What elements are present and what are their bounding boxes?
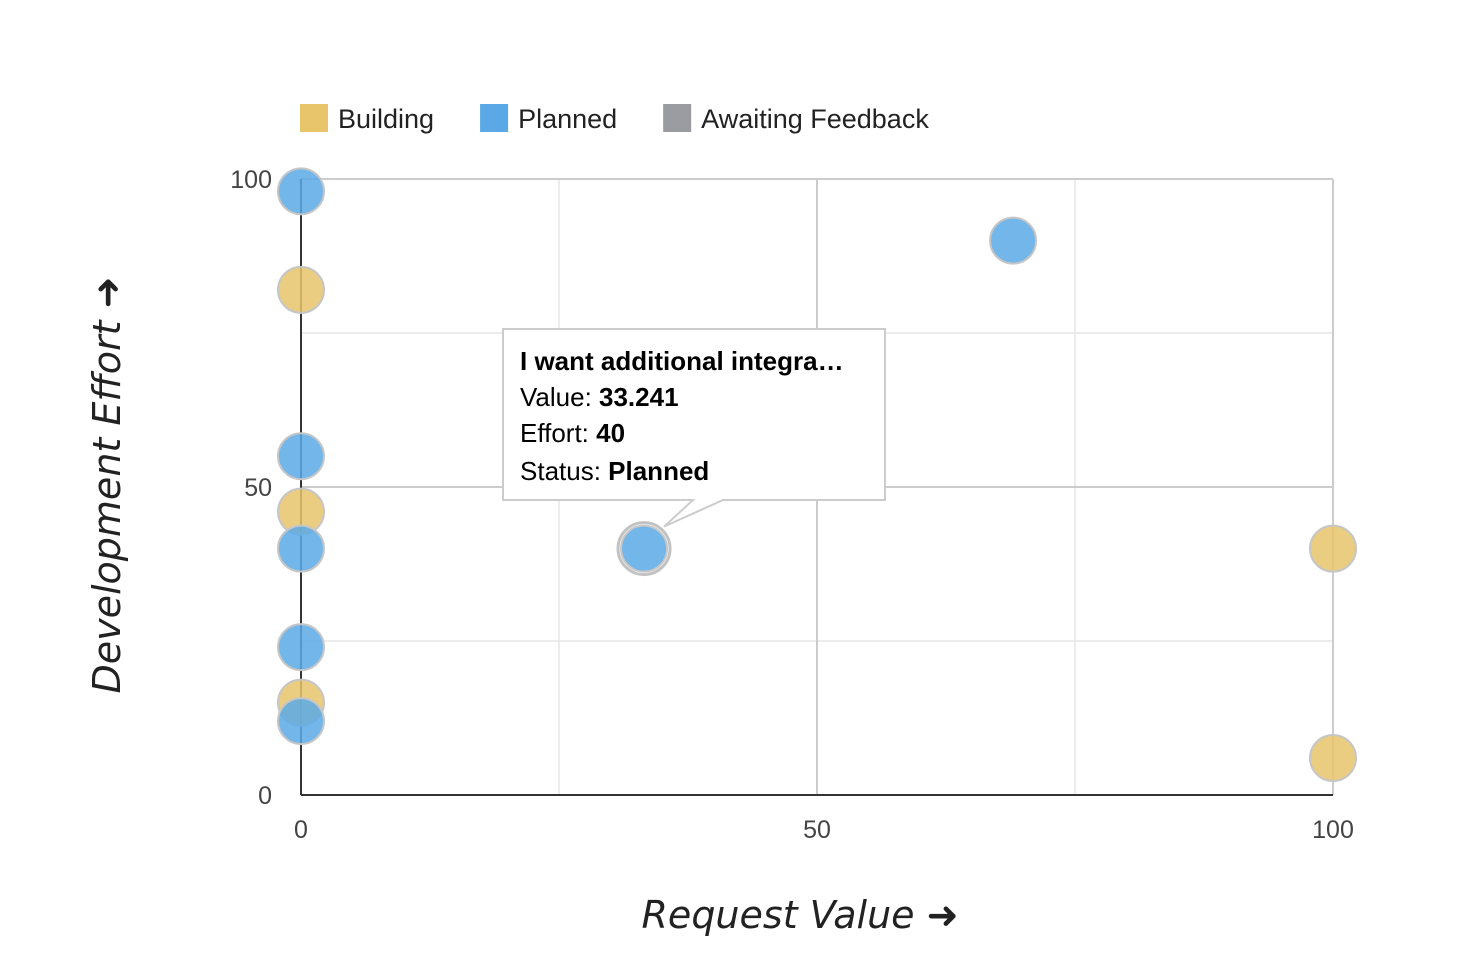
tooltip-value-label: Value: — [520, 382, 599, 412]
legend-item[interactable]: Planned — [480, 104, 617, 134]
tooltip-effort: Effort: 40 — [520, 418, 625, 448]
y-tick-label: 50 — [244, 474, 272, 502]
tooltip-effort-value: 40 — [596, 418, 625, 448]
legend-swatch — [663, 104, 692, 132]
tooltip-status-label: Status: — [520, 456, 608, 486]
tooltip-effort-label: Effort: — [520, 418, 596, 448]
y-axis-title-text: Development Effort — [85, 318, 129, 693]
tooltip: I want additional integra…Value: 33.241E… — [502, 328, 886, 528]
y-axis-arrow-icon: ➜ — [85, 276, 129, 320]
data-point-building[interactable] — [1309, 524, 1357, 573]
data-point-planned[interactable] — [277, 432, 325, 481]
data-point-planned[interactable] — [989, 216, 1038, 265]
data-point-building[interactable] — [1309, 734, 1357, 783]
x-tick-label: 50 — [803, 816, 831, 844]
y-axis-title: Development Effort ➜ — [85, 276, 129, 693]
data-point-building[interactable] — [277, 265, 325, 314]
tooltip-status: Status: Planned — [520, 456, 709, 486]
legend-label: Building — [338, 104, 434, 134]
data-point-planned[interactable] — [277, 697, 325, 746]
tooltip-status-value: Planned — [608, 456, 709, 486]
legend-label: Awaiting Feedback — [701, 104, 929, 134]
data-point-planned[interactable] — [277, 167, 325, 216]
data-points[interactable] — [277, 167, 1357, 783]
x-tick-label: 0 — [294, 816, 308, 844]
legend[interactable]: Building Planned Awaiting Feedback — [300, 104, 929, 134]
data-point-planned[interactable] — [277, 524, 325, 573]
data-point-planned[interactable] — [277, 623, 325, 672]
tooltip-value-value: 33.241 — [599, 382, 679, 412]
legend-item[interactable]: Building — [300, 104, 434, 134]
x-axis-title-text: Request Value — [642, 893, 915, 937]
legend-label: Planned — [518, 104, 617, 134]
data-point-planned[interactable] — [620, 524, 669, 573]
x-axis-title: Request Value ➜ — [642, 893, 959, 937]
legend-swatch — [480, 104, 509, 132]
tick-labels: 0 50 100 0 50 100 — [230, 166, 1354, 844]
tooltip-title: I want additional integra… — [520, 346, 844, 376]
x-tick-label: 100 — [1312, 816, 1354, 844]
legend-item[interactable]: Awaiting Feedback — [663, 104, 929, 134]
x-axis-arrow-icon: ➜ — [915, 893, 959, 937]
tooltip-box — [502, 328, 886, 528]
y-tick-label: 0 — [258, 782, 272, 810]
legend-swatch — [300, 104, 328, 132]
y-tick-label: 100 — [230, 166, 272, 194]
hover-halo — [616, 521, 672, 577]
tooltip-value: Value: 33.241 — [520, 382, 679, 412]
